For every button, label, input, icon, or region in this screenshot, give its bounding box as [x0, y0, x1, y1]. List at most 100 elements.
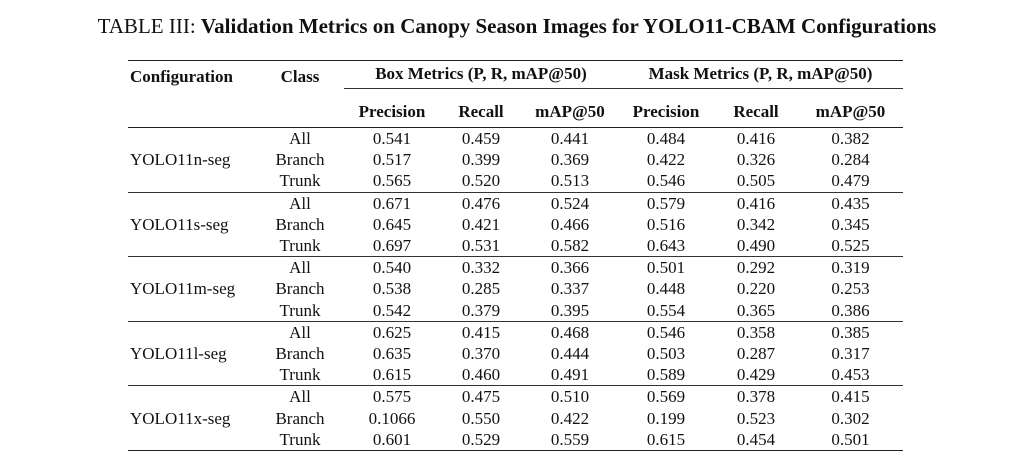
table-row: Branch 0.517 0.399 0.369 0.422 0.326 0.284 [128, 149, 903, 170]
header-configuration: Configuration [128, 60, 256, 128]
mask-map50-cell: 0.253 [831, 279, 870, 299]
header-mask-map50: mAP@50 [798, 95, 903, 128]
mask-recall-cell: 0.342 [736, 214, 776, 234]
mask-precision-cell: 0.516 [646, 214, 686, 234]
class-cell: All [256, 256, 344, 279]
table-row: Branch 0.635 0.370 0.444 0.503 0.287 0.317 [128, 343, 903, 364]
box-recall-cell: 0.475 [440, 385, 522, 408]
box-recall-cell: 0.531 [461, 236, 501, 256]
header-box-recall: Recall [440, 95, 522, 128]
subheader-row: Precision Recall mAP@50 Precision Recall mAP@… [128, 95, 903, 128]
mask-precision-cell: 0.503 [646, 343, 686, 363]
table-row: Branch 0.645 0.421 0.466 0.516 0.342 0.345 [128, 214, 903, 235]
mask-map50-cell: 0.345 [831, 214, 870, 234]
class-cell: Branch [275, 279, 325, 299]
configuration-cell: YOLO11s-seg [128, 191, 256, 257]
box-map50-cell: 0.444 [550, 343, 590, 363]
class-cell: Branch [275, 150, 325, 170]
box-precision-cell: 0.575 [344, 385, 440, 408]
box-recall-cell: 0.529 [440, 428, 522, 451]
class-cell: All [256, 191, 344, 214]
mask-recall-cell: 0.416 [736, 129, 776, 149]
box-recall-cell: 0.520 [461, 171, 501, 191]
box-precision-cell: 0.645 [372, 214, 412, 234]
header-box-precision: Precision [344, 95, 440, 128]
box-precision-cell: 0.541 [372, 129, 412, 149]
class-cell: Trunk [256, 428, 344, 451]
box-recall-cell: 0.332 [440, 256, 522, 279]
mask-map50-cell: 0.284 [831, 150, 870, 170]
table-row: Branch 0.1066 0.550 0.422 0.199 0.523 0.302 [128, 407, 903, 428]
table-row: Trunk 0.615 0.460 0.491 0.589 0.429 0.453 [128, 364, 903, 386]
mask-map50-cell: 0.382 [831, 129, 870, 149]
table-body: YOLO11n-seg All 0.541 0.459 0.441 0.484 0.416 0… [128, 128, 903, 451]
mask-precision-cell: 0.484 [646, 129, 686, 149]
box-map50-cell: 0.395 [550, 300, 590, 320]
mask-map50-cell: 0.302 [831, 408, 870, 428]
mask-recall-cell: 0.454 [714, 428, 798, 451]
mask-recall-cell: 0.490 [736, 236, 776, 256]
class-cell: All [256, 320, 344, 343]
mask-map50-cell: 0.525 [831, 236, 870, 256]
class-cell: All [289, 129, 311, 149]
box-recall-cell: 0.550 [461, 408, 501, 428]
table-row: Trunk 0.601 0.529 0.559 0.615 0.454 0.501 [128, 428, 903, 451]
mask-precision-cell: 0.546 [646, 171, 686, 191]
box-precision-cell: 0.671 [344, 191, 440, 214]
box-precision-cell: 0.565 [372, 171, 412, 191]
box-precision-cell: 0.615 [372, 365, 412, 385]
box-map50-cell: 0.582 [550, 236, 590, 256]
table-row: Trunk 0.697 0.531 0.582 0.643 0.490 0.525 [128, 235, 903, 257]
box-map50-cell: 0.369 [550, 150, 590, 170]
box-map50-cell: 0.559 [522, 428, 618, 451]
mask-map50-cell: 0.386 [831, 300, 870, 320]
mask-precision-cell: 0.448 [646, 279, 686, 299]
header-mask-precision: Precision [618, 95, 714, 128]
box-precision-cell: 0.1066 [368, 408, 416, 428]
table-row: YOLO11s-seg All 0.671 0.476 0.524 0.579 0.416 0… [128, 191, 903, 257]
mask-precision-cell: 0.589 [646, 365, 686, 385]
mask-precision-cell: 0.615 [618, 428, 714, 451]
configuration-cell: YOLO11m-seg [128, 256, 256, 322]
mask-recall-cell: 0.365 [736, 300, 776, 320]
box-map50-cell: 0.513 [550, 171, 590, 191]
mask-map50-cell: 0.385 [798, 320, 903, 343]
configuration-cell: YOLO11x-seg [128, 385, 256, 451]
table-row: YOLO11m-seg All 0.540 0.332 0.366 0.501 0.292 0… [128, 256, 903, 322]
box-map50-cell: 0.337 [550, 279, 590, 299]
box-recall-cell: 0.476 [440, 191, 522, 214]
box-precision-cell: 0.540 [344, 256, 440, 279]
mask-precision-cell: 0.199 [646, 408, 686, 428]
box-precision-cell: 0.538 [372, 279, 412, 299]
mask-precision-cell: 0.579 [618, 191, 714, 214]
box-precision-cell: 0.601 [344, 428, 440, 451]
class-cell: Trunk [279, 236, 321, 256]
box-precision-cell: 0.517 [372, 150, 412, 170]
mask-recall-cell: 0.378 [714, 385, 798, 408]
box-recall-cell: 0.399 [461, 150, 501, 170]
class-cell: All [256, 385, 344, 408]
class-cell: Branch [275, 408, 325, 428]
box-recall-cell: 0.370 [461, 343, 501, 363]
box-precision-cell: 0.625 [344, 320, 440, 343]
mask-precision-cell: 0.569 [618, 385, 714, 408]
header-box-map50: mAP@50 [522, 95, 618, 128]
class-cell: Branch [275, 343, 325, 363]
box-precision-cell: 0.635 [372, 343, 412, 363]
mask-map50-cell: 0.479 [831, 171, 870, 191]
box-precision-cell: 0.542 [372, 300, 412, 320]
class-cell: Branch [275, 214, 325, 234]
mask-precision-cell: 0.643 [646, 236, 686, 256]
mask-recall-cell: 0.292 [714, 256, 798, 279]
box-recall-cell: 0.460 [461, 365, 501, 385]
mask-recall-cell: 0.220 [736, 279, 776, 299]
mask-map50-cell: 0.319 [798, 256, 903, 279]
mask-map50-cell: 0.501 [798, 428, 903, 451]
mask-recall-cell: 0.416 [714, 191, 798, 214]
mask-recall-cell: 0.287 [736, 343, 776, 363]
box-recall-cell: 0.459 [461, 129, 501, 149]
table-row: YOLO11l-seg All 0.625 0.415 0.468 0.546 0.358 0… [128, 320, 903, 386]
mask-map50-cell: 0.415 [798, 385, 903, 408]
configuration-cell: YOLO11l-seg [128, 320, 256, 386]
header-box-metrics: Box Metrics (P, R, mAP@50) [344, 60, 618, 95]
